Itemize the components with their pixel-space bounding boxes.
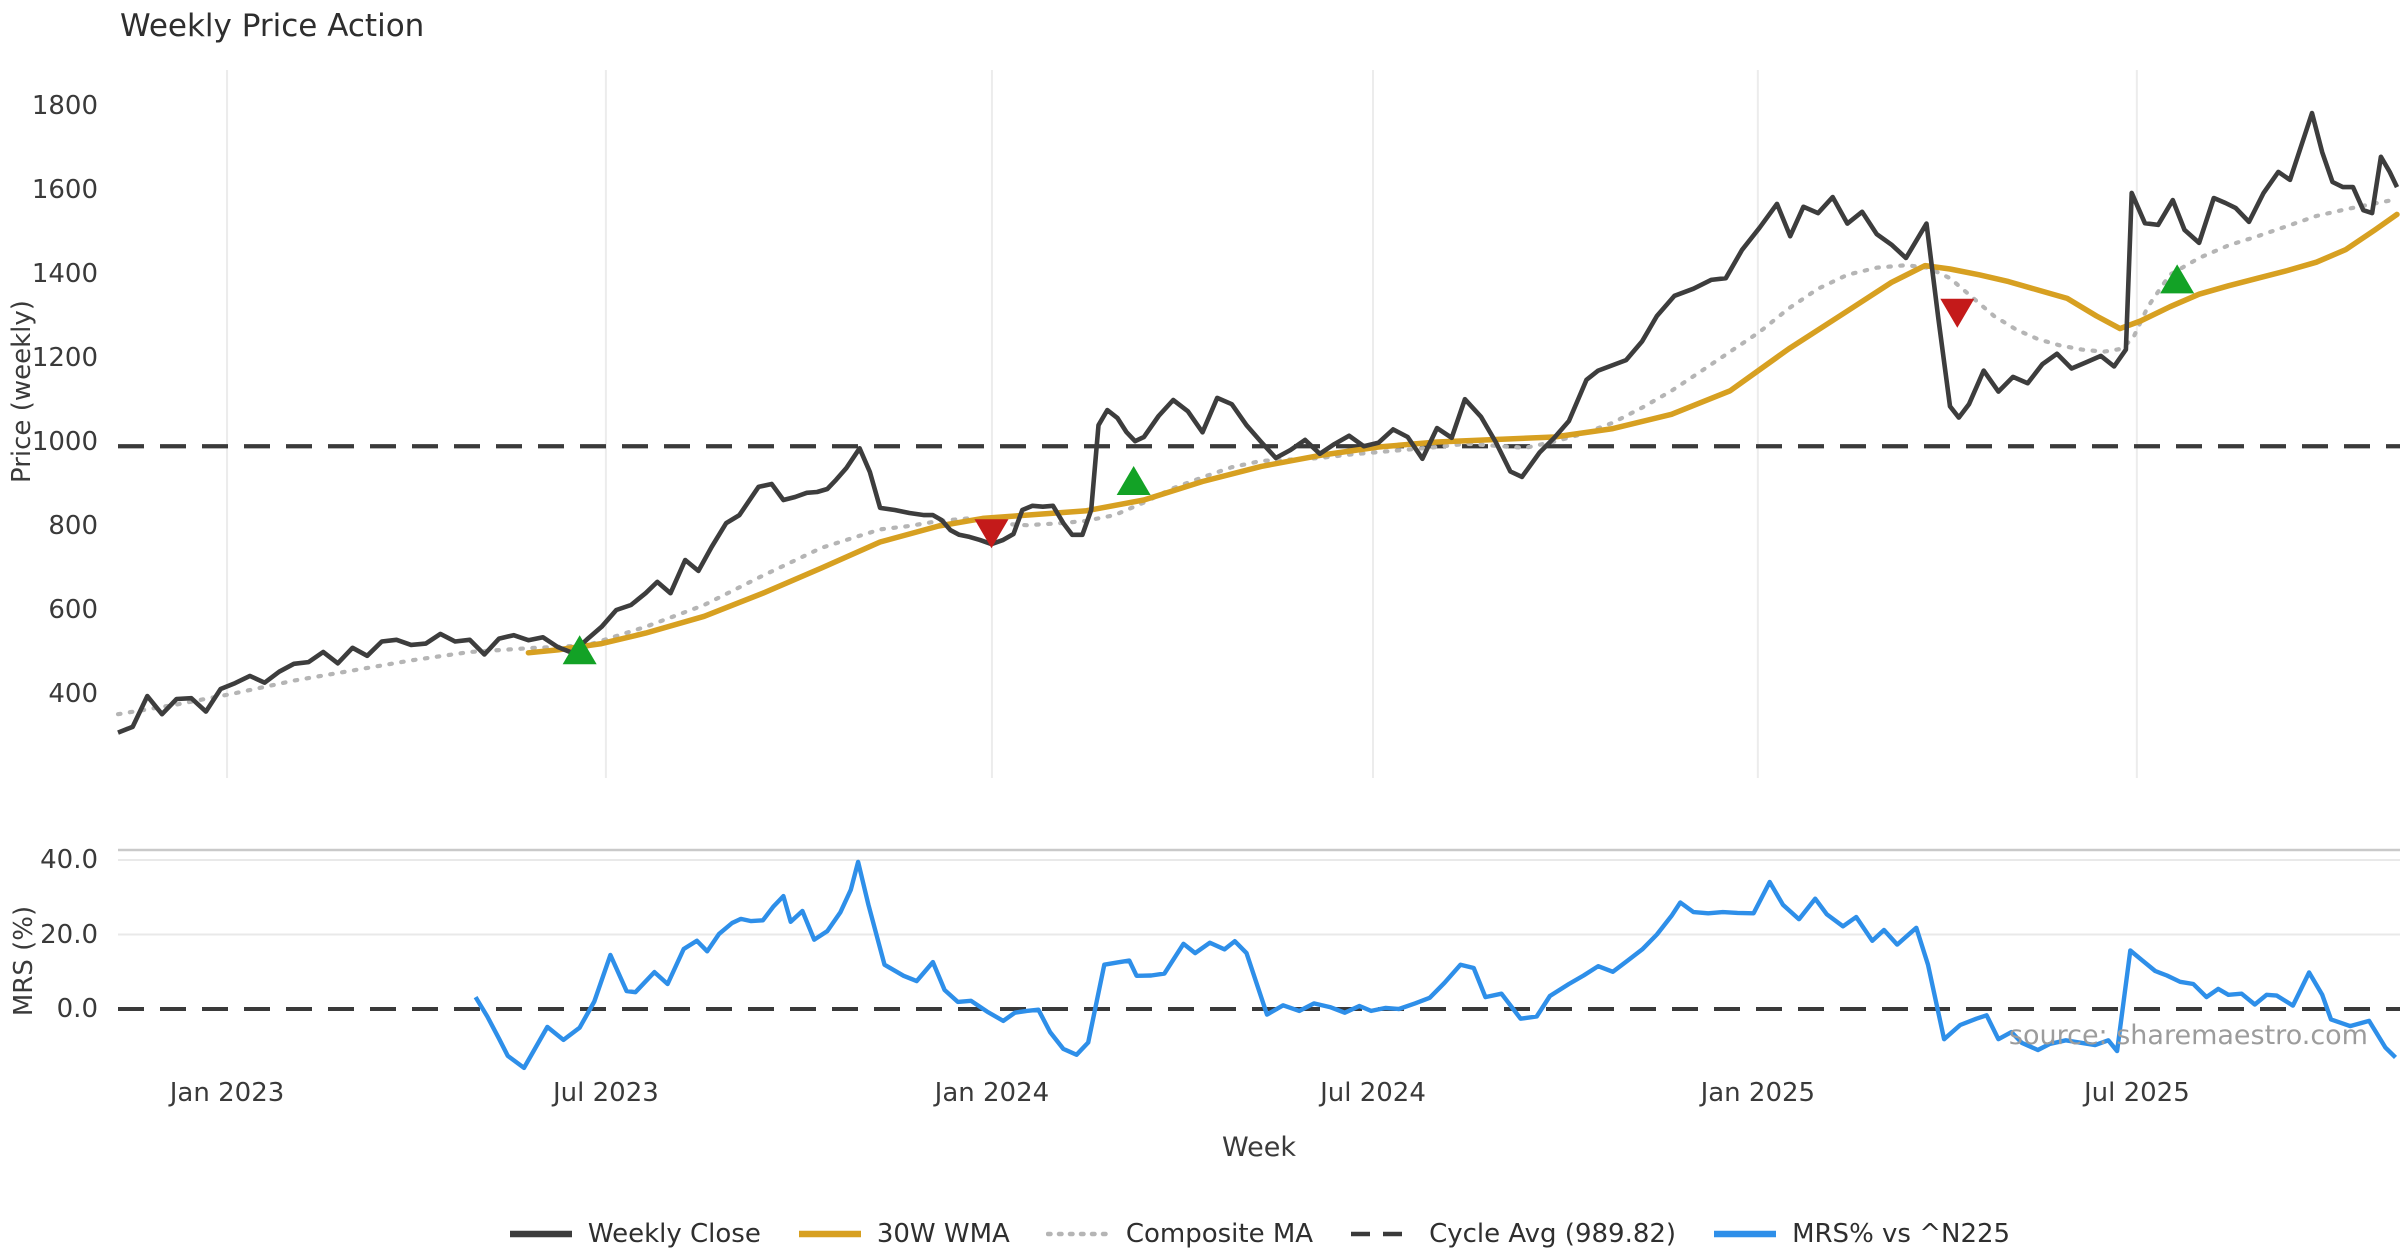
sell-signal-marker: [1940, 298, 1975, 328]
x-tick-labels: Jan 2023 Jul 2023 Jan 2024 Jul 2024 Jan 2025…: [0, 1078, 2400, 1118]
legend-label: Composite MA: [1125, 1219, 1314, 1249]
mrs-ytick-label: 40.0: [40, 845, 98, 875]
buy-signal-marker: [2160, 264, 2195, 294]
price-ytick-label: 1200: [31, 343, 98, 373]
y-tick-labels: 1800 1600 1400 1200 1000 800 600 400 40.0 20.0 0.0: [0, 0, 106, 1260]
sell-signal-marker: [974, 519, 1009, 549]
weekly-close-line: [117, 110, 2400, 735]
legend-swatch-dotted: [1045, 1231, 1112, 1237]
price-ytick-label: 600: [48, 595, 98, 625]
legend-item: Weekly Close: [508, 1219, 761, 1249]
x-tick-label: Jan 2025: [1700, 1078, 1816, 1108]
composite-ma-line: [115, 197, 2400, 717]
x-tick-label: Jan 2023: [169, 1078, 285, 1108]
x-tick-label: Jan 2024: [934, 1078, 1050, 1108]
price-ytick-label: 400: [48, 679, 98, 709]
wma-30w-line: [525, 211, 2400, 656]
source-watermark: source: sharemaestro.com: [2008, 1020, 2368, 1051]
legend-label: Cycle Avg (989.82): [1429, 1219, 1677, 1249]
legend-label: Weekly Close: [587, 1219, 761, 1249]
price-ytick-label: 1000: [31, 427, 98, 457]
mrs-ytick-label: 0.0: [56, 994, 98, 1024]
x-tick-label: Jul 2023: [552, 1078, 659, 1108]
x-tick-label: Jul 2024: [1320, 1078, 1426, 1108]
legend-item: Cycle Avg (989.82): [1349, 1219, 1676, 1249]
price-ytick-label: 1400: [31, 259, 98, 289]
buy-signal-marker: [562, 635, 597, 665]
legend-swatch-solid: [1714, 1230, 1777, 1238]
mrs-ytick-label: 20.0: [40, 919, 98, 950]
x-axis-label: Week: [1222, 1132, 1296, 1163]
legend-item: Composite MA: [1045, 1219, 1314, 1249]
price-ytick-label: 1600: [31, 175, 98, 205]
chart-title: Weekly Price Action: [120, 8, 425, 44]
legend-item: MRS% vs ^N225: [1712, 1219, 2010, 1249]
legend-swatch-solid: [798, 1230, 861, 1238]
price-ytick-label: 800: [48, 511, 98, 541]
mrs-line: [473, 859, 2398, 1071]
buy-signal-marker: [1116, 466, 1151, 495]
price-ytick-label: 1800: [31, 91, 98, 121]
legend-swatch-dashed: [1351, 1231, 1414, 1237]
legend-label: 30W WMA: [876, 1219, 1010, 1249]
legend-swatch-solid: [509, 1230, 572, 1238]
legend-label: MRS% vs ^N225: [1792, 1219, 2011, 1249]
legend-item: 30W WMA: [797, 1219, 1010, 1249]
chart-legend: Weekly Close 30W WMA Composite MA Cycle Avg…: [118, 1210, 2400, 1258]
x-tick-label: Jul 2025: [2083, 1078, 2190, 1108]
